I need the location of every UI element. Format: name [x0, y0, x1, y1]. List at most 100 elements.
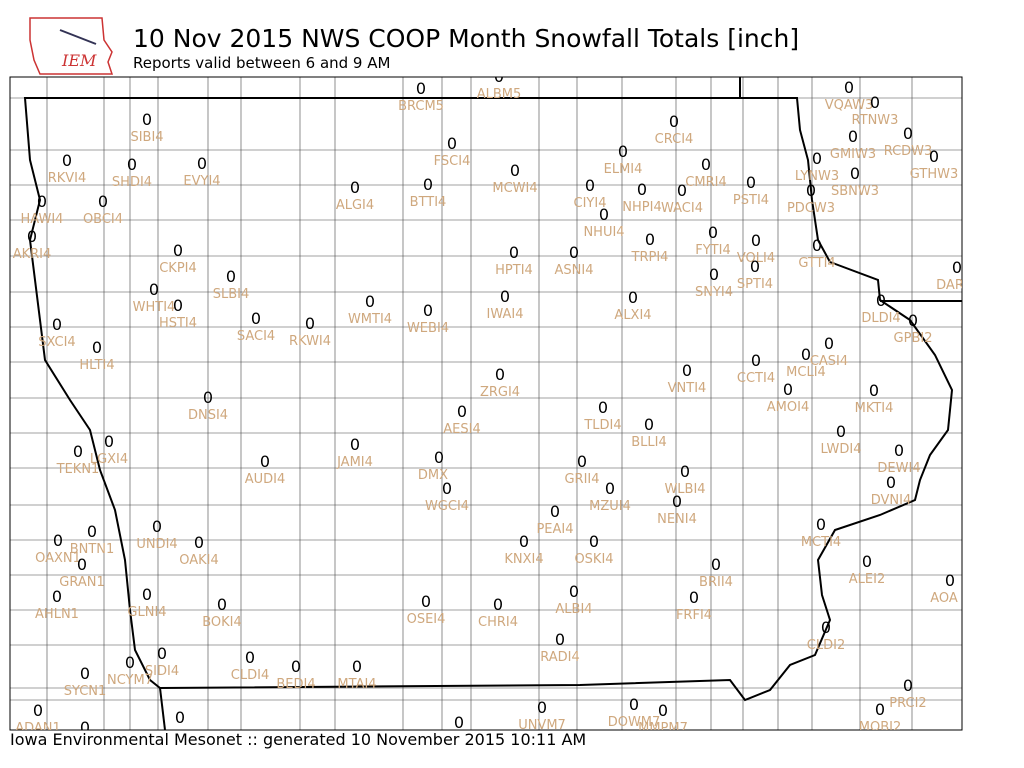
station-value: 0 — [291, 657, 301, 676]
station-id: UNVM7 — [518, 718, 566, 733]
station-value: 0 — [203, 388, 213, 407]
station-id: AHLN1 — [35, 607, 79, 622]
station-id: ALXI4 — [614, 308, 651, 323]
station-value: 0 — [844, 78, 854, 97]
station-value: 0 — [637, 180, 647, 199]
station-value: 0 — [454, 713, 464, 732]
station-value: 0 — [27, 227, 37, 246]
station-id: WGCI4 — [425, 499, 469, 514]
station-id: SPTI4 — [737, 277, 773, 292]
station-id: GTTI4 — [798, 256, 835, 271]
station-id: MMPM7 — [638, 721, 688, 736]
station-id: AESI4 — [443, 422, 480, 437]
station-id: SXCI4 — [38, 335, 75, 350]
station-id: GMIW3 — [830, 147, 876, 162]
station-value: 0 — [80, 664, 90, 683]
station-id: TEKN1 — [56, 462, 100, 477]
station-value: 0 — [434, 448, 444, 467]
station-value: 0 — [672, 492, 682, 511]
station-value: 0 — [173, 241, 183, 260]
station-id: PDCW3 — [787, 201, 835, 216]
station-id: ELMI4 — [604, 162, 643, 177]
station-value: 0 — [708, 223, 718, 242]
station-value: 0 — [127, 155, 137, 174]
station-id: PRCI2 — [889, 696, 926, 711]
station-id: WLBI4 — [664, 482, 705, 497]
station-value: 0 — [836, 422, 846, 441]
station-value: 0 — [421, 592, 431, 611]
station-value: 0 — [821, 618, 831, 637]
station-value: 0 — [862, 552, 872, 571]
station-id: CLDI4 — [231, 668, 269, 683]
station-id: CHRI4 — [478, 615, 518, 630]
station-value: 0 — [416, 79, 426, 98]
station-value: 0 — [197, 154, 207, 173]
station-value: 0 — [628, 288, 638, 307]
station-id: TRPI4 — [631, 250, 669, 265]
station-value: 0 — [569, 243, 579, 262]
station-id: BLLI4 — [631, 435, 667, 450]
station-value: 0 — [569, 582, 579, 601]
station-id: LYNW3 — [795, 169, 839, 184]
station-id: IWAI4 — [487, 307, 524, 322]
station-value: 0 — [952, 258, 962, 277]
station-value: 0 — [945, 571, 955, 590]
station-id: SIDI4 — [145, 664, 179, 679]
logo-mark — [59, 29, 97, 45]
station-value: 0 — [87, 522, 97, 541]
station-id: HAWI4 — [21, 212, 64, 227]
station-id: VNTI4 — [668, 381, 707, 396]
station-value: 0 — [350, 178, 360, 197]
station-id: GRAN1 — [59, 575, 104, 590]
station-id: DAR — [936, 278, 964, 293]
station-id: DMX — [418, 468, 448, 483]
station-value: 0 — [142, 110, 152, 129]
station-value: 0 — [903, 124, 913, 143]
station-id: AMOI4 — [767, 400, 809, 415]
station-value: 0 — [903, 676, 913, 695]
station-id: PEAI4 — [536, 522, 573, 537]
station-value: 0 — [894, 441, 904, 460]
station-id: ALGI4 — [336, 198, 374, 213]
station-id: SNYI4 — [695, 285, 733, 300]
station-value: 0 — [677, 181, 687, 200]
station-id: OSKI4 — [574, 552, 613, 567]
station-value: 0 — [495, 365, 505, 384]
station-value: 0 — [352, 657, 362, 676]
station-value: 0 — [37, 192, 47, 211]
station-id: PSTI4 — [733, 193, 769, 208]
station-value: 0 — [217, 595, 227, 614]
station-id: SACI4 — [237, 329, 275, 344]
station-value: 0 — [658, 701, 668, 720]
station-id: CKPI4 — [159, 261, 197, 276]
station-value: 0 — [929, 147, 939, 166]
station-id: WHTI4 — [133, 300, 176, 315]
map-frame — [9, 76, 963, 731]
station-value: 0 — [142, 585, 152, 604]
station-value: 0 — [585, 176, 595, 195]
station-id: GTHW3 — [910, 167, 958, 182]
station-value: 0 — [92, 338, 102, 357]
station-id: FSCI4 — [434, 154, 471, 169]
station-id: DLDI4 — [861, 311, 900, 326]
station-id: SHDI4 — [112, 175, 152, 190]
station-id: ADAN1 — [15, 721, 61, 736]
station-value: 0 — [53, 531, 63, 550]
station-value: 0 — [869, 381, 879, 400]
station-value: 0 — [519, 532, 529, 551]
station-id: CLDI2 — [807, 638, 845, 653]
station-value: 0 — [447, 134, 457, 153]
station-id: OAXN1 — [35, 551, 81, 566]
station-value: 0 — [746, 173, 756, 192]
station-value: 0 — [173, 296, 183, 315]
station-id: CASI4 — [810, 354, 848, 369]
station-id: MKTI4 — [855, 401, 894, 416]
station-id: FYTI4 — [695, 243, 730, 258]
station-id: SBNW3 — [831, 184, 879, 199]
station-value: 0 — [251, 309, 261, 328]
station-id: MTAI4 — [337, 677, 376, 692]
station-id: WACI4 — [661, 201, 703, 216]
station-id: MCLI4 — [786, 365, 826, 380]
